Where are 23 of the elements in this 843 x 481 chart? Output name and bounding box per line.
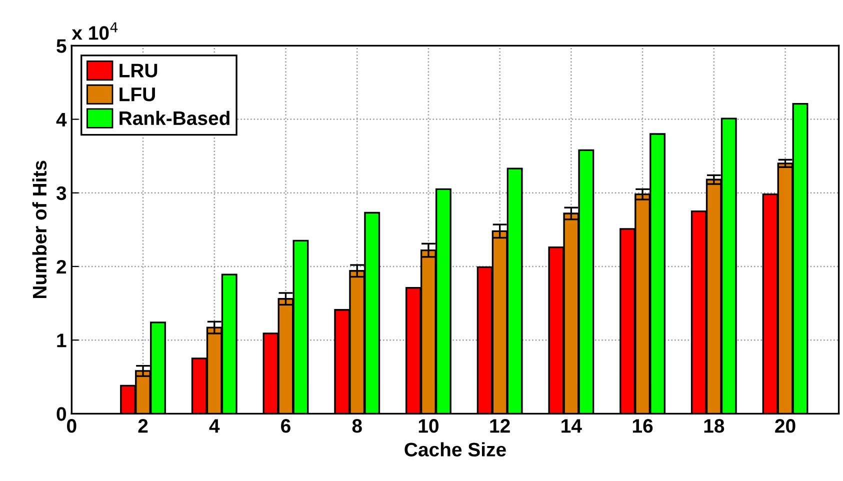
x-tick-label: 10 xyxy=(418,419,438,433)
x-tick-label: 4 xyxy=(209,419,220,433)
x-tick-label: 8 xyxy=(352,419,362,433)
y-tick-label: 5 xyxy=(56,39,66,53)
x-tick-label: 0 xyxy=(67,419,76,433)
y-tick-label: 4 xyxy=(56,112,67,126)
x-tick-label: 12 xyxy=(490,419,510,433)
x-axis-title: Cache Size xyxy=(404,442,506,456)
legend-label: Rank-Based xyxy=(120,110,230,126)
x-tick-label: 14 xyxy=(562,419,582,433)
x-tick-label: 6 xyxy=(281,419,290,433)
y-tick-label: 0 xyxy=(56,407,66,421)
legend-label: LFU xyxy=(120,88,155,102)
legend-label: LRU xyxy=(120,64,158,78)
text: x 10$^{4}$ xyxy=(72,22,118,40)
y-tick-label: 2 xyxy=(56,260,66,274)
y-tick-label: 1 xyxy=(57,334,66,348)
x-tick-label: 20 xyxy=(775,419,796,433)
x-tick-label: 2 xyxy=(138,419,148,433)
y-axis-title: Number of Hits xyxy=(32,160,47,298)
x-tick-label: 16 xyxy=(632,419,653,433)
x-tick-label: 18 xyxy=(704,419,724,433)
y-tick-label: 3 xyxy=(56,186,66,200)
